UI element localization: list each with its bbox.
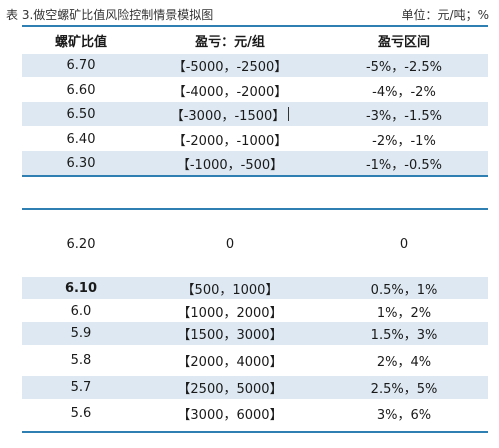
range-cell: -1%，-0.5% (365, 157, 443, 173)
range-cell: 1%，2% (376, 305, 432, 321)
ratio-cell: 5.7 (70, 380, 92, 395)
table-row: 6.60 【-4000，-2000】 -4%，-2% (22, 78, 488, 102)
table-row: 6.70 【-5000，-2500】 -5%，-2.5% (22, 54, 488, 78)
ratio-cell: 6.20 (66, 236, 96, 252)
pnl-cell: 【-4000，-2000】 (172, 84, 288, 100)
table-row: 6.50 【-3000，-1500】 -3%，-1.5% (22, 102, 488, 127)
table-caption: 表 3.做空螺矿比值风险控制情景模拟图 单位：元/吨；% (6, 6, 493, 24)
table-row: 6.40 【-2000，-1000】 -2%，-1% (22, 127, 488, 151)
pnl-cell: 【-1000，-500】 (176, 157, 284, 173)
pnl-cell: 【3000，6000】 (177, 407, 283, 423)
ratio-cell: 5.9 (70, 326, 92, 341)
range-cell: -4%，-2% (372, 84, 436, 100)
ratio-cell: 6.0 (70, 303, 92, 319)
pnl-cell: 0 (225, 236, 235, 252)
pnl-cell: 【-5000，-2500】 (172, 60, 288, 75)
range-cell: 0 (399, 236, 409, 252)
table1-bottom-rule (22, 175, 488, 177)
range-cell: 2%，4% (376, 354, 432, 370)
pnl-cell: 【-2000，-1000】 (172, 133, 288, 149)
pnl-cell: 【1000，2000】 (177, 305, 283, 321)
text-cursor (288, 107, 290, 121)
table-row: 6.0 【1000，2000】 1%，2% (22, 300, 488, 322)
ratio-cell: 5.6 (70, 405, 92, 421)
range-cell: -2%，-1% (372, 133, 436, 149)
range-cell: 0.5%，1% (370, 282, 438, 298)
table-row: 6.30 【-1000，-500】 -1%，-0.5% (22, 151, 488, 175)
pnl-value: 【-3000，-1500】 (170, 108, 286, 124)
ratio-cell: 5.8 (70, 352, 92, 368)
table-row: 5.6 【3000，6000】 3%，6% (22, 400, 488, 426)
pnl-cell: 【2500，5000】 (177, 382, 283, 397)
table1-header-row: 螺矿比值 盈亏：元/组 盈亏区间 (22, 27, 488, 53)
table-row: 5.8 【2000，4000】 2%，4% (22, 346, 488, 374)
pnl-cell: 【1500，3000】 (177, 328, 283, 343)
ratio-cell: 6.30 (66, 155, 96, 171)
pnl-cell: 【2000，4000】 (177, 354, 283, 370)
range-cell: 3%，6% (376, 407, 432, 423)
header-pnl-range: 盈亏区间 (377, 34, 430, 50)
range-cell: 2.5%，5% (370, 382, 438, 397)
pnl-cell: 【500，1000】 (181, 282, 279, 298)
table1-top-rule (22, 25, 488, 27)
table-row: 5.9 【1500，3000】 1.5%，3% (22, 322, 488, 346)
table2-top-rule (22, 208, 488, 210)
table-row: 6.20 0 0 (22, 228, 488, 260)
range-cell: -3%，-1.5% (365, 108, 443, 124)
ratio-cell: 6.40 (66, 131, 96, 147)
pnl-cell: 【-3000，-1500】 (140, 102, 320, 126)
ratio-cell: 6.10 (64, 280, 98, 296)
table-row: 6.10 【500，1000】 0.5%，1% (22, 277, 488, 300)
table2-bottom-rule (22, 431, 488, 433)
header-pnl: 盈亏：元/组 (195, 34, 265, 50)
caption-unit: 单位：元/吨；% (401, 8, 489, 22)
caption-title: 表 3.做空螺矿比值风险控制情景模拟图 (6, 8, 214, 22)
range-cell: -5%，-2.5% (365, 60, 443, 75)
ratio-cell: 6.50 (66, 106, 96, 122)
table-row: 5.7 【2500，5000】 2.5%，5% (22, 376, 488, 399)
header-ratio: 螺矿比值 (54, 34, 107, 50)
ratio-cell: 6.70 (66, 58, 96, 73)
ratio-cell: 6.60 (66, 82, 96, 98)
range-cell: 1.5%，3% (370, 328, 438, 343)
